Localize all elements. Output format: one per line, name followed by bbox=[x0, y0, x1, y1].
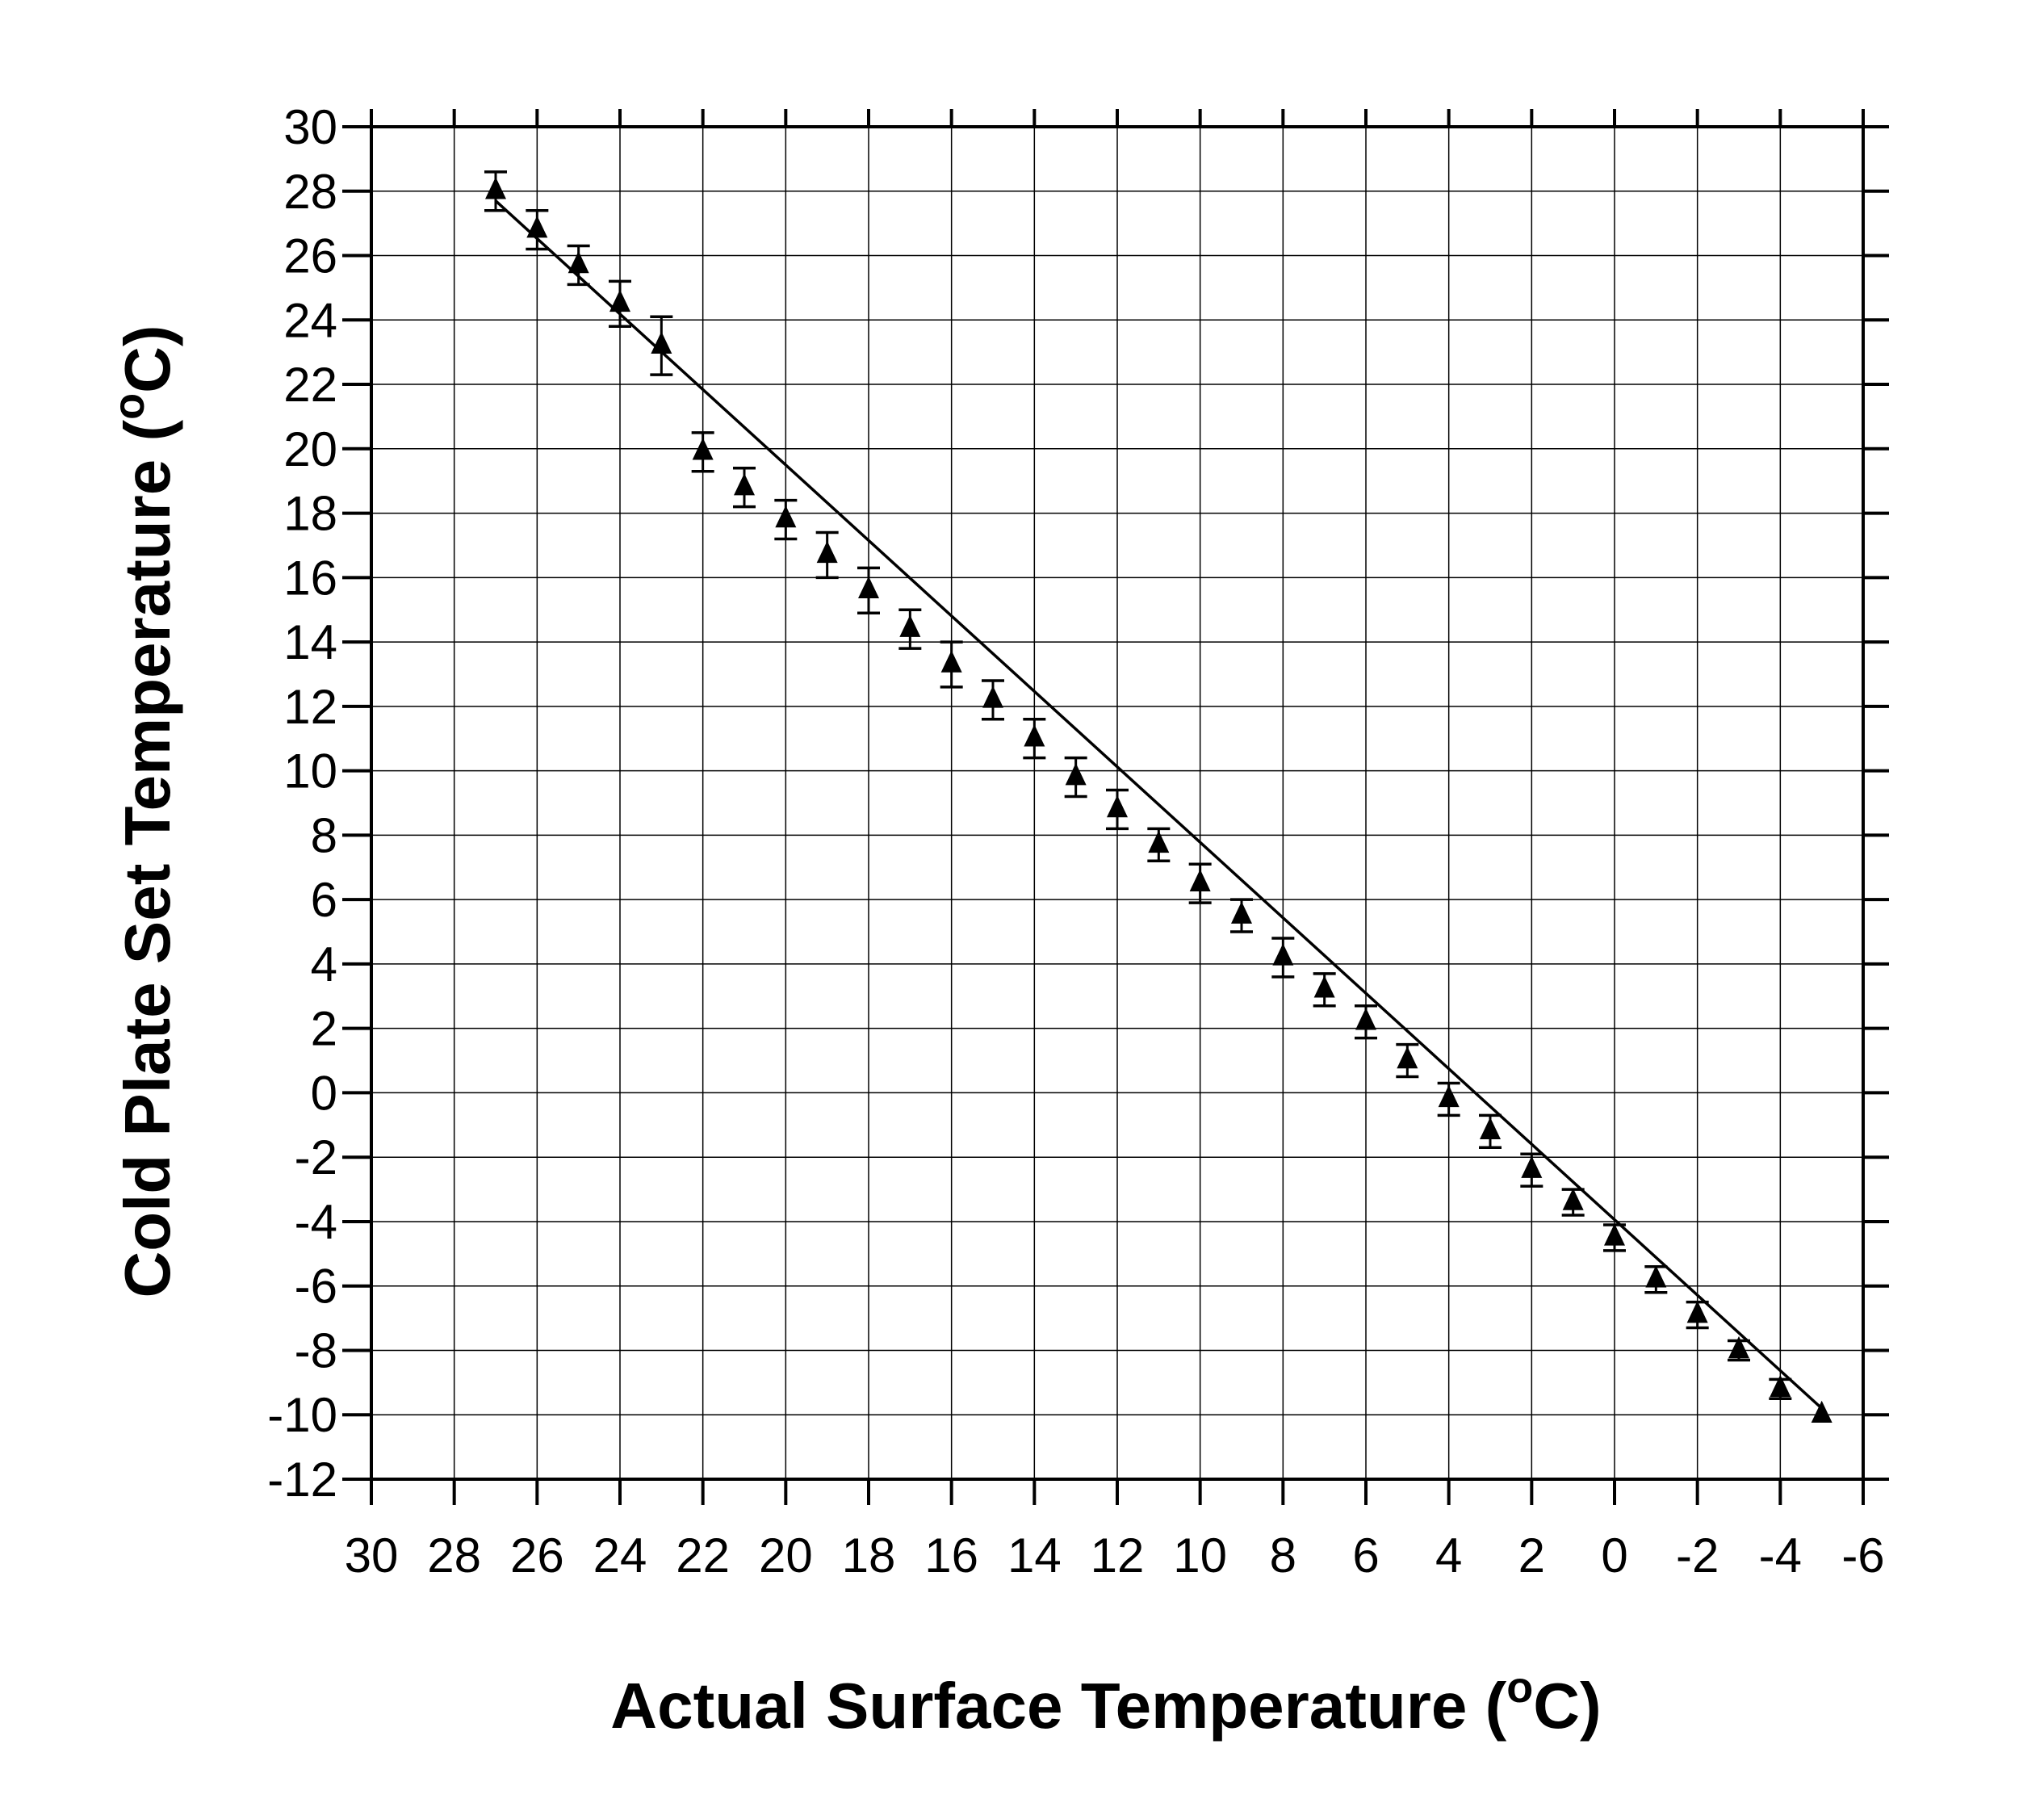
y-tick-label: 24 bbox=[283, 293, 337, 347]
y-tick-label: 2 bbox=[311, 1002, 337, 1056]
x-tick-labels: 30 28 26 24 22 20 18 16 14 12 10 8 6 4 2 0 -2 -4 -6 bbox=[345, 1528, 1885, 1583]
x-tick-label: 20 bbox=[759, 1528, 813, 1583]
y-tick-label: -4 bbox=[295, 1195, 337, 1249]
axis-ticks bbox=[342, 109, 1889, 1505]
x-tick-label: 14 bbox=[1007, 1528, 1062, 1583]
x-tick-label: 16 bbox=[924, 1528, 978, 1583]
y-tick-label: 28 bbox=[283, 165, 337, 219]
y-axis-title-main: Cold Plate Set Temperature ( bbox=[111, 420, 183, 1298]
data-points bbox=[485, 177, 1832, 1423]
data-point-triangle bbox=[692, 438, 714, 460]
grid bbox=[371, 126, 1864, 1480]
x-tick-label: -4 bbox=[1759, 1528, 1802, 1583]
y-tick-label: 10 bbox=[283, 744, 337, 799]
x-axis-title-end: C) bbox=[1533, 1670, 1601, 1742]
y-tick-label: 6 bbox=[311, 873, 337, 927]
data-point-triangle bbox=[816, 540, 838, 564]
data-point-triangle bbox=[526, 216, 548, 238]
data-point-triangle bbox=[858, 576, 879, 599]
data-point-triangle bbox=[1770, 1374, 1791, 1398]
y-tick-label: 14 bbox=[283, 615, 337, 669]
y-tick-label: 20 bbox=[283, 422, 337, 476]
data-point-triangle bbox=[1686, 1301, 1708, 1323]
y-axis-title-superscript: o bbox=[105, 393, 153, 420]
x-tick-label: 30 bbox=[345, 1528, 399, 1583]
x-axis-title: Actual Surface Temperature (oC) bbox=[610, 1663, 1601, 1742]
y-tick-label: -8 bbox=[295, 1323, 337, 1377]
data-point-triangle bbox=[1438, 1084, 1460, 1108]
data-point-triangle bbox=[1272, 943, 1294, 966]
x-tick-label: 8 bbox=[1270, 1528, 1296, 1583]
data-point-triangle bbox=[982, 685, 1003, 708]
y-tick-label: -6 bbox=[295, 1260, 337, 1314]
y-tick-label: -2 bbox=[295, 1130, 337, 1184]
data-point-triangle bbox=[1189, 869, 1211, 891]
fit-line bbox=[494, 199, 1823, 1410]
x-tick-label: 10 bbox=[1173, 1528, 1227, 1583]
data-point-triangle bbox=[1562, 1188, 1584, 1210]
y-tick-label: -12 bbox=[267, 1453, 337, 1507]
data-point-triangle bbox=[1065, 763, 1087, 786]
x-tick-label: 4 bbox=[1435, 1528, 1462, 1583]
y-tick-label: -10 bbox=[267, 1388, 337, 1442]
y-tick-label: 16 bbox=[283, 551, 337, 605]
data-point-triangle bbox=[1148, 830, 1170, 853]
y-tick-label: 0 bbox=[311, 1066, 337, 1120]
data-point-triangle bbox=[485, 177, 506, 199]
data-point-triangle bbox=[1480, 1117, 1501, 1140]
y-tick-label: 8 bbox=[311, 808, 337, 862]
data-point-triangle bbox=[568, 250, 589, 274]
x-tick-label: 2 bbox=[1518, 1528, 1545, 1583]
data-point-triangle bbox=[1645, 1265, 1667, 1288]
y-tick-label: 4 bbox=[311, 937, 337, 992]
data-point-triangle bbox=[940, 650, 962, 673]
data-point-triangle bbox=[1604, 1223, 1625, 1246]
data-point-triangle bbox=[1107, 794, 1128, 818]
data-point-triangle bbox=[1397, 1046, 1418, 1069]
data-point-triangle bbox=[651, 331, 672, 354]
x-axis-title-superscript: o bbox=[1506, 1663, 1533, 1712]
x-tick-label: 6 bbox=[1352, 1528, 1379, 1583]
x-tick-label: 0 bbox=[1601, 1528, 1627, 1583]
y-tick-label: 12 bbox=[283, 680, 337, 734]
y-axis-title-end: C) bbox=[111, 325, 183, 392]
y-tick-label: 30 bbox=[283, 100, 337, 154]
y-axis-title: Cold Plate Set Temperature (oC) bbox=[105, 325, 183, 1298]
y-tick-label: 22 bbox=[283, 358, 337, 412]
data-point-triangle bbox=[1811, 1400, 1832, 1423]
x-tick-label: 12 bbox=[1091, 1528, 1145, 1583]
data-point-triangle bbox=[1355, 1008, 1376, 1030]
x-tick-label: -2 bbox=[1676, 1528, 1719, 1583]
data-point-triangle bbox=[1313, 975, 1335, 998]
data-point-triangle bbox=[1024, 724, 1045, 747]
data-point-triangle bbox=[734, 473, 755, 496]
x-tick-label: 18 bbox=[842, 1528, 896, 1583]
y-tick-labels: 302826242220181614121086420-2-4-6-8-10-1… bbox=[267, 100, 337, 1507]
data-point-triangle bbox=[1728, 1335, 1749, 1359]
data-point-triangle bbox=[1231, 901, 1252, 924]
error-bars bbox=[484, 170, 1792, 1401]
x-axis-title-main: Actual Surface Temperature ( bbox=[610, 1670, 1506, 1742]
data-point-triangle bbox=[1521, 1155, 1543, 1178]
fit-line-group bbox=[494, 199, 1823, 1410]
y-tick-label: 18 bbox=[283, 487, 337, 541]
y-tick-label: 26 bbox=[283, 229, 337, 283]
data-point-triangle bbox=[899, 614, 921, 637]
x-tick-label: 24 bbox=[593, 1528, 647, 1583]
data-point-triangle bbox=[609, 289, 630, 312]
x-tick-label: 26 bbox=[510, 1528, 564, 1583]
x-tick-label: -6 bbox=[1841, 1528, 1884, 1583]
x-tick-label: 28 bbox=[427, 1528, 481, 1583]
data-point-triangle bbox=[775, 505, 797, 528]
x-tick-label: 22 bbox=[676, 1528, 730, 1583]
